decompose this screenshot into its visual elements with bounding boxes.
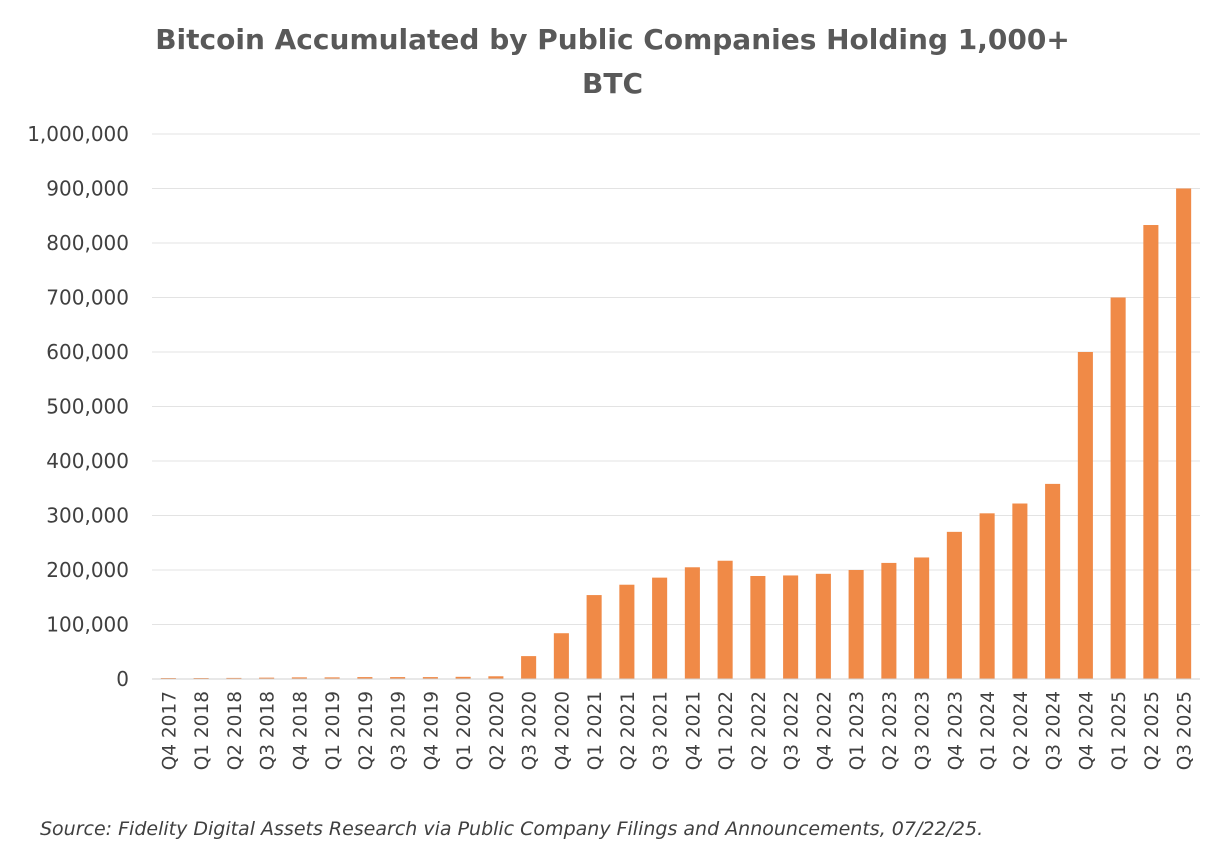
bars	[160, 188, 1192, 679]
x-tick-label: Q4 2018	[290, 691, 311, 770]
x-tick-label: Q3 2025	[1175, 691, 1196, 770]
x-tick-label: Q1 2019	[323, 691, 344, 770]
chart-title: Bitcoin Accumulated by Public Companies …	[0, 18, 1225, 106]
bar-q2-2021	[619, 584, 635, 679]
bar-q4-2022	[815, 573, 831, 679]
bar-q2-2020	[488, 676, 504, 679]
bar-q3-2018	[259, 677, 275, 679]
x-tick-label: Q3 2020	[520, 691, 541, 770]
bar-q2-2018	[226, 677, 242, 679]
x-axis-tick-labels: Q4 2017 Q1 2018 Q2 2018 Q3 2018 Q4 2018 Q1 20…	[159, 691, 1195, 770]
y-tick-label: 300,000	[46, 504, 129, 528]
bar-q2-2024	[1012, 503, 1028, 679]
y-tick-label: 100,000	[46, 613, 129, 637]
bar-q3-2020	[521, 656, 537, 679]
x-tick-label: Q1 2020	[454, 691, 475, 770]
x-tick-label: Q4 2019	[421, 691, 442, 770]
x-tick-label: Q3 2023	[913, 691, 934, 770]
bar-q4-2021	[684, 567, 700, 679]
x-tick-label: Q4 2024	[1076, 691, 1097, 770]
bar-q3-2024	[1045, 483, 1061, 679]
bar-q3-2025	[1176, 188, 1192, 679]
x-tick-label: Q1 2024	[978, 691, 999, 770]
y-tick-label: 0	[116, 667, 129, 691]
y-tick-label: 700,000	[46, 286, 129, 310]
y-tick-label: 600,000	[46, 340, 129, 364]
x-tick-label: Q2 2023	[880, 691, 901, 770]
x-tick-label: Q4 2017	[159, 691, 180, 770]
bar-q2-2022	[750, 575, 766, 679]
bar-q1-2025	[1110, 297, 1126, 679]
x-tick-label: Q4 2022	[814, 691, 835, 770]
bar-q1-2021	[586, 595, 602, 679]
x-tick-label: Q2 2022	[749, 691, 770, 770]
bar-q1-2023	[848, 570, 864, 679]
x-tick-label: Q1 2018	[192, 691, 213, 770]
x-tick-label: Q3 2021	[651, 691, 672, 770]
bar-q1-2022	[717, 560, 733, 679]
y-tick-label: 1,000,000	[27, 122, 129, 146]
bar-q4-2019	[422, 677, 438, 679]
x-tick-label: Q4 2021	[683, 691, 704, 770]
x-tick-label: Q2 2020	[487, 691, 508, 770]
x-tick-label: Q3 2018	[258, 691, 279, 770]
bar-q4-2020	[553, 633, 569, 679]
x-tick-label: Q3 2022	[782, 691, 803, 770]
source-note: Source: Fidelity Digital Assets Research…	[40, 818, 984, 840]
x-tick-label: Q4 2020	[552, 691, 573, 770]
x-tick-label: Q2 2021	[618, 691, 639, 770]
y-axis-tick-labels: 0 100,000 200,000 300,000 400,000 500,000 600,…	[27, 122, 129, 691]
y-tick-label: 200,000	[46, 558, 129, 582]
bar-q1-2020	[455, 676, 471, 679]
bar-q2-2023	[881, 562, 897, 679]
x-tick-label: Q2 2019	[356, 691, 377, 770]
x-tick-label: Q2 2024	[1011, 691, 1032, 770]
x-tick-label: Q1 2021	[585, 691, 606, 770]
x-tick-label: Q4 2023	[945, 691, 966, 770]
y-tick-label: 800,000	[46, 231, 129, 255]
x-tick-label: Q2 2018	[225, 691, 246, 770]
bar-q1-2019	[324, 677, 340, 679]
bar-q3-2021	[652, 577, 668, 679]
y-tick-label: 400,000	[46, 449, 129, 473]
bar-q2-2025	[1143, 225, 1159, 679]
bar-q3-2023	[914, 557, 930, 679]
bar-q1-2024	[979, 513, 995, 679]
bar-q3-2019	[390, 677, 406, 679]
x-tick-label: Q1 2023	[847, 691, 868, 770]
bar-q4-2018	[291, 677, 307, 679]
bar-q4-2023	[946, 531, 962, 679]
x-tick-label: Q1 2025	[1109, 691, 1130, 770]
x-tick-label: Q2 2025	[1142, 691, 1163, 770]
bar-q4-2024	[1077, 352, 1093, 679]
x-tick-label: Q3 2019	[389, 691, 410, 770]
x-tick-label: Q3 2024	[1044, 691, 1065, 770]
x-tick-label: Q1 2022	[716, 691, 737, 770]
bar-q3-2022	[783, 575, 799, 679]
y-tick-label: 900,000	[46, 177, 129, 201]
chart-title-line-1: Bitcoin Accumulated by Public Companies …	[155, 23, 1070, 56]
y-tick-label: 500,000	[46, 395, 129, 419]
bar-q2-2019	[357, 677, 373, 679]
chart-title-line-2: BTC	[582, 67, 643, 100]
gridlines	[152, 133, 1200, 625]
